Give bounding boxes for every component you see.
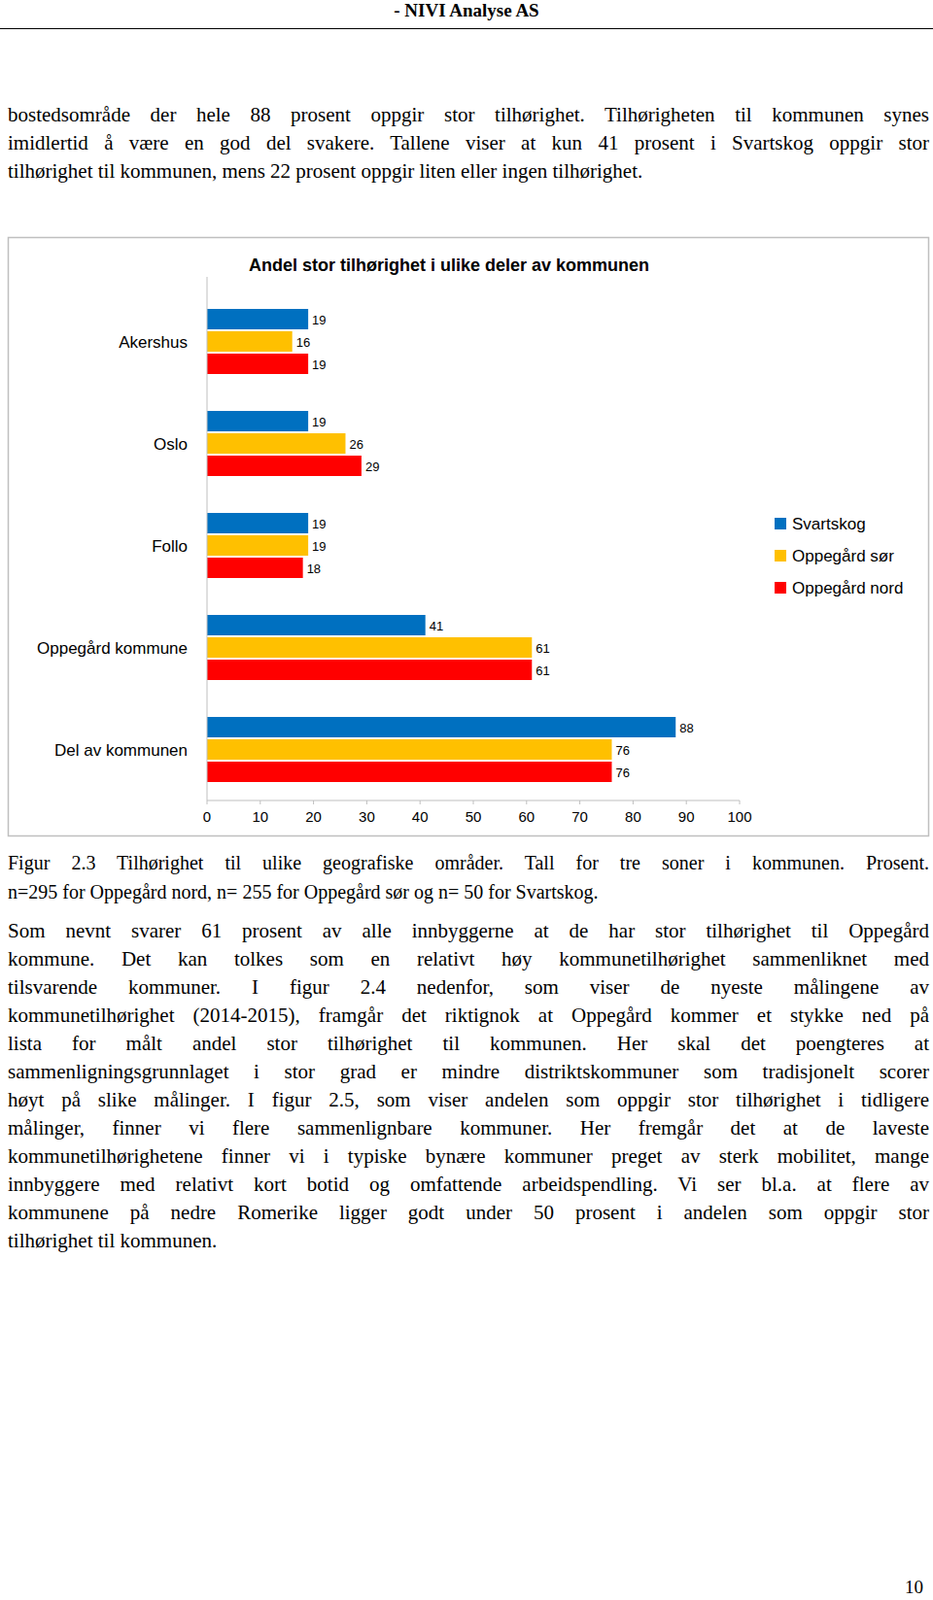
page-header: - NIVI Analyse AS bbox=[0, 0, 933, 22]
body-line: kommunetilhørighetene finner vi i typisk… bbox=[7, 1141, 930, 1172]
legend-swatch bbox=[774, 518, 787, 530]
category-label: Akershus bbox=[118, 333, 188, 352]
tick-label: 90 bbox=[678, 808, 695, 826]
tick-mark bbox=[366, 800, 368, 805]
legend-label: Svartskog bbox=[792, 515, 866, 534]
data-label: 61 bbox=[535, 641, 550, 657]
category-label: Oslo bbox=[153, 435, 188, 454]
bar bbox=[207, 637, 532, 658]
tick-label: 80 bbox=[624, 808, 642, 826]
body-line: lista for målt andel stor tilhørighet ti… bbox=[7, 1029, 930, 1059]
intro-line: bostedsområde der hele 88 prosent oppgir… bbox=[7, 100, 930, 130]
data-label: 76 bbox=[615, 765, 629, 781]
bar bbox=[207, 331, 293, 352]
tick-mark bbox=[312, 800, 314, 805]
bar bbox=[207, 513, 309, 534]
body-line: tilhørighet til kommunen. bbox=[7, 1226, 930, 1256]
body-line: kommunene på nedre Romerike ligger godt … bbox=[7, 1198, 930, 1228]
data-label: 76 bbox=[615, 743, 629, 759]
tick-label: 70 bbox=[571, 808, 588, 826]
tick-mark bbox=[259, 800, 261, 805]
data-label: 41 bbox=[429, 619, 444, 634]
bar bbox=[207, 309, 309, 330]
data-label: 88 bbox=[679, 721, 693, 736]
legend-label: Oppegård sør bbox=[792, 547, 895, 566]
bar bbox=[207, 739, 612, 761]
bar bbox=[207, 557, 304, 579]
data-label: 19 bbox=[311, 517, 326, 532]
intro-line: imidlertid å være en god del svakere. Ta… bbox=[7, 128, 930, 158]
body-line: innbyggere med relativt kort botid og om… bbox=[7, 1170, 930, 1200]
tick-mark bbox=[525, 800, 527, 805]
bar bbox=[207, 717, 676, 738]
category-label: Del av kommunen bbox=[54, 741, 188, 761]
x-axis-line bbox=[207, 800, 740, 802]
tick-mark bbox=[632, 800, 634, 805]
data-label: 19 bbox=[311, 312, 326, 328]
tick-label: 50 bbox=[465, 808, 483, 826]
tick-mark bbox=[207, 800, 208, 805]
tick-label: 20 bbox=[305, 808, 322, 826]
body-line: Som nevnt svarer 61 prosent av alle innb… bbox=[7, 916, 930, 946]
tick-label: 40 bbox=[412, 808, 429, 826]
tick-mark bbox=[739, 800, 741, 805]
data-label: 19 bbox=[311, 414, 326, 430]
body-line: kommune. Det kan tolkes som en relativt … bbox=[7, 944, 930, 974]
data-label: 18 bbox=[307, 561, 321, 577]
tick-label: 0 bbox=[203, 808, 211, 826]
header-rule bbox=[0, 28, 933, 30]
tick-label: 100 bbox=[726, 808, 752, 826]
tick-label: 10 bbox=[251, 808, 269, 826]
chart-frame bbox=[8, 238, 930, 837]
category-label: Oppegård kommune bbox=[36, 639, 188, 658]
bar bbox=[207, 615, 426, 636]
data-label: 61 bbox=[535, 663, 550, 679]
body-line: kommunetilhørighet (2014-2015), framgår … bbox=[7, 1001, 930, 1031]
legend-swatch bbox=[774, 550, 787, 562]
page-number: 10 bbox=[904, 1576, 924, 1600]
intro-line: tilhørighet til kommunen, mens 22 prosen… bbox=[7, 156, 930, 186]
bar bbox=[207, 433, 346, 454]
value-axis-line bbox=[207, 276, 208, 801]
legend-label: Oppegård nord bbox=[792, 579, 903, 598]
tick-mark bbox=[686, 800, 688, 805]
bar bbox=[207, 411, 309, 432]
body-line: målinger, finner vi flere sammenlignbare… bbox=[7, 1113, 930, 1143]
bars bbox=[207, 309, 676, 783]
data-label: 19 bbox=[311, 539, 326, 554]
data-label: 19 bbox=[311, 357, 326, 373]
bar bbox=[207, 659, 532, 681]
category-label: Follo bbox=[151, 537, 188, 556]
bar bbox=[207, 353, 309, 375]
legend-swatch bbox=[774, 582, 787, 594]
chart-title: Andel stor tilhørighet i ulike deler av … bbox=[248, 255, 650, 276]
bar bbox=[207, 535, 309, 556]
data-label: 29 bbox=[365, 459, 380, 475]
caption-line: Figur 2.3 Tilhørighet til ulike geografi… bbox=[7, 848, 930, 878]
tick-mark bbox=[419, 800, 421, 805]
tick-label: 30 bbox=[358, 808, 376, 826]
bar bbox=[207, 455, 362, 477]
bar bbox=[207, 761, 612, 783]
tick-label: 60 bbox=[518, 808, 535, 826]
data-label: 16 bbox=[296, 335, 311, 350]
body-line: tilsvarende kommuner. I figur 2.4 nedenf… bbox=[7, 972, 930, 1003]
body-line: høyt på slike målinger. I figur 2.5, som… bbox=[7, 1085, 930, 1115]
tick-mark bbox=[473, 800, 475, 805]
data-label: 26 bbox=[348, 437, 363, 452]
caption-line: n=295 for Oppegård nord, n= 255 for Oppe… bbox=[7, 877, 930, 907]
tick-mark bbox=[579, 800, 581, 805]
body-line: sammenligningsgrunnlaget i stor grad er … bbox=[7, 1057, 930, 1087]
chart: Andel stor tilhørighet i ulike deler av … bbox=[0, 0, 933, 1600]
